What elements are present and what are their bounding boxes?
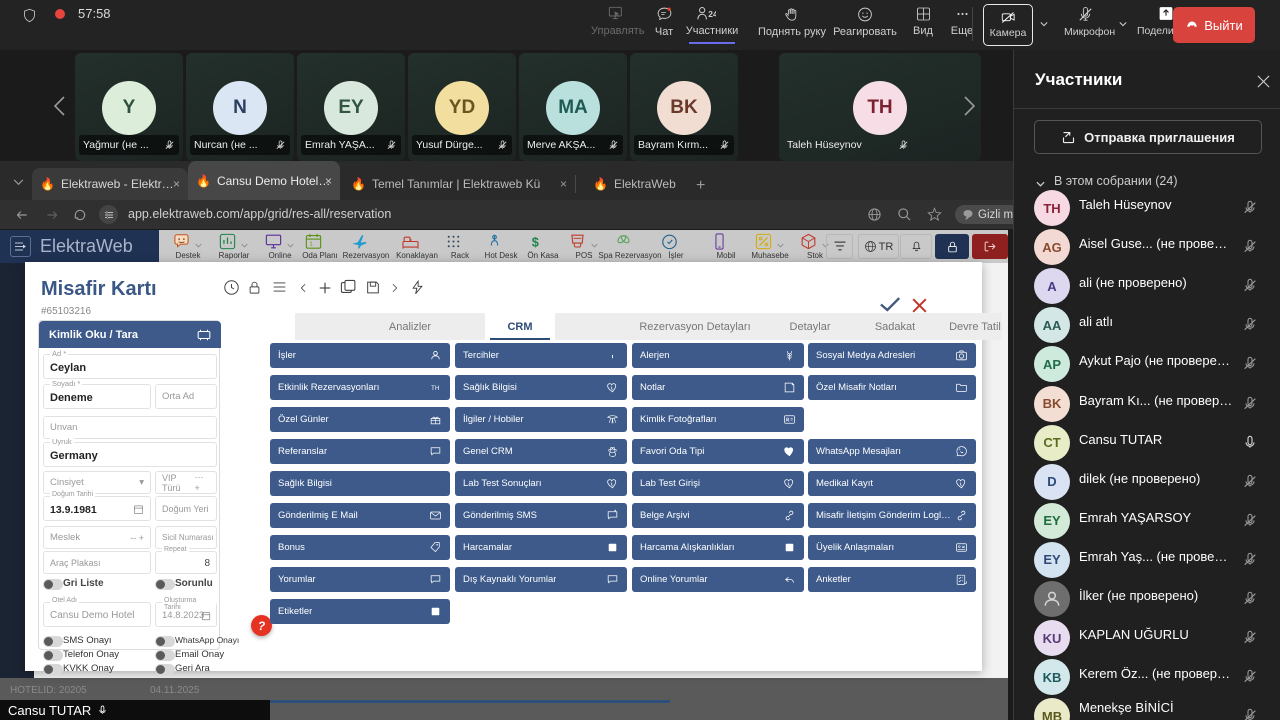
svg-text:1: 1 bbox=[310, 241, 313, 247]
svg-text:$: $ bbox=[532, 235, 539, 249]
svg-text:24: 24 bbox=[708, 9, 716, 19]
svg-text:H: H bbox=[435, 386, 439, 392]
